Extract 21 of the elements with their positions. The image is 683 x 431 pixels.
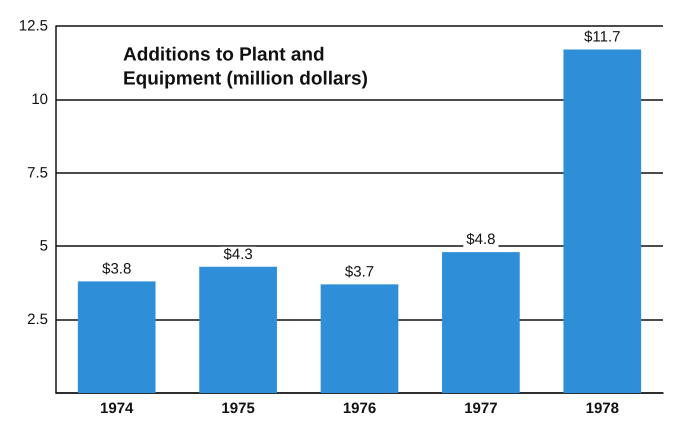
- y-tick-label: 2.5: [27, 311, 48, 328]
- bar: [563, 49, 642, 393]
- bar: [78, 281, 156, 393]
- data-label: $4.3: [224, 246, 253, 263]
- data-label: $11.7: [584, 28, 621, 46]
- data-label: $4.8: [466, 231, 496, 248]
- y-tick-label: 12.5: [18, 18, 48, 34]
- bar: [320, 284, 398, 393]
- bar: [199, 266, 277, 393]
- data-label: $3.7: [344, 263, 374, 280]
- x-tick-label: 1976: [342, 400, 376, 417]
- x-tick-label: 1977: [464, 400, 498, 417]
- y-tick-label: 7.5: [27, 164, 48, 182]
- y-tick-label: 10: [31, 90, 48, 108]
- x-tick-label: 1978: [586, 400, 619, 417]
- bar: [442, 252, 520, 393]
- x-tick-label: 1974: [100, 400, 134, 417]
- text: Additions to Plant and Equipment (million dollars): [123, 44, 368, 90]
- x-tick-label: 1975: [221, 400, 255, 417]
- data-label: $3.8: [102, 260, 132, 278]
- y-tick-label: 5: [40, 238, 48, 255]
